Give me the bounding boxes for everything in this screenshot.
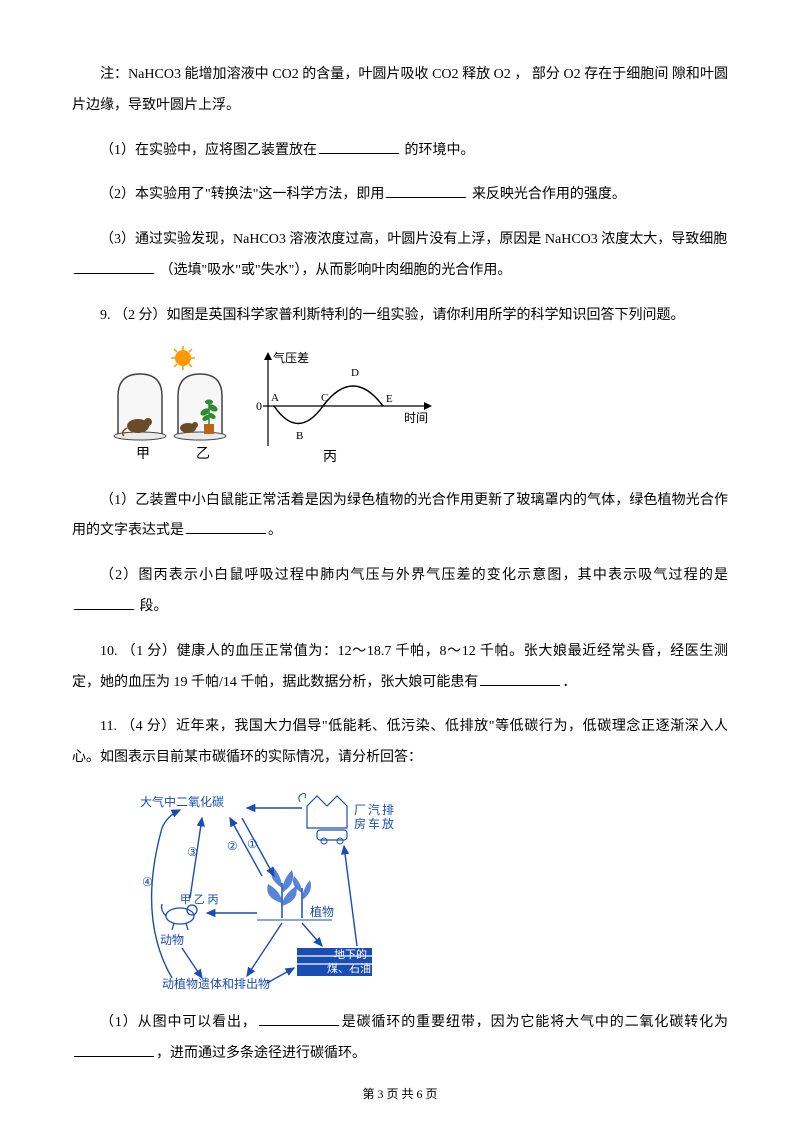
q9-1b: 。 <box>268 523 282 538</box>
label-coal2: 煤、石油 <box>327 961 371 975</box>
blank <box>259 1011 339 1026</box>
pt-D: D <box>351 367 359 379</box>
q9-1: （1）乙装置中小白鼠能正常活着是因为绿色植物的光合作用更新了玻璃罩内的气体，绿色… <box>72 486 728 548</box>
num-2: ② <box>227 839 238 853</box>
q8-3a: （3）通过实验发现，NaHCO3 溶液浓度过高，叶圆片没有上浮，原因是 NaHC… <box>100 232 727 247</box>
blank <box>74 595 134 610</box>
pt-A: A <box>271 392 279 404</box>
factory-icon <box>299 793 347 844</box>
q8-1: （1）在实验中，应将图乙装置放在 的环境中。 <box>72 136 728 167</box>
q9-2a: （2）图丙表示小白鼠呼吸过程中肺内气压与外界气压差的变化示意图，其中表示吸气过程… <box>100 568 728 583</box>
q11-1b: 是碳循环的重要纽带，因为它能将大气中的二氧化碳转化为 <box>341 1015 728 1030</box>
label-fossil: 动植物遗体和排出物 <box>162 976 270 991</box>
blank <box>74 259 154 274</box>
q11-1c: ，进而通过多条途径进行碳循环。 <box>156 1046 366 1061</box>
figure-q11: 大气中二氧化碳 厂 房 汽 车 排 放 <box>132 788 412 998</box>
pt-C: C <box>321 392 328 404</box>
animal-icon <box>162 904 198 930</box>
q8-3: （3）通过实验发现，NaHCO3 溶液浓度过高，叶圆片没有上浮，原因是 NaHC… <box>72 225 728 287</box>
chart-bing: A B C D E 0 气压差 时间 <box>256 350 432 446</box>
q11-svg: 大气中二氧化碳 厂 房 汽 车 排 放 <box>132 788 412 998</box>
label-co2: 大气中二氧化碳 <box>140 794 224 809</box>
label-yi: 乙 <box>196 446 210 462</box>
label-factory1: 厂 <box>354 803 366 817</box>
num-3: ③ <box>187 845 198 859</box>
q8-2-text: （2）本实验用了"转换法"这一科学方法，即用 <box>100 187 384 202</box>
q8-1-tail: 的环境中。 <box>401 143 475 158</box>
axis-y: 气压差 <box>273 350 309 365</box>
jar-jia <box>114 374 166 440</box>
pt-B: B <box>296 430 303 442</box>
blank <box>480 671 560 686</box>
blank <box>386 183 466 198</box>
note-paragraph: 注：NaHCO3 能增加溶液中 CO2 的含量，叶圆片吸收 CO2 释放 O2 … <box>72 60 728 122</box>
label-emit1: 排 <box>382 803 394 817</box>
label-car2: 车 <box>368 816 380 831</box>
label-factory2: 房 <box>354 816 366 831</box>
q9-stem: 9. （2 分）如图是英国科学家普利斯特利的一组实验，请你利用所学的科学知识回答… <box>72 301 728 332</box>
jar-yi <box>174 374 226 440</box>
q9-2: （2）图丙表示小白鼠呼吸过程中肺内气压与外界气压差的变化示意图，其中表示吸气过程… <box>72 561 728 623</box>
label-jyb: 甲 乙 丙 <box>180 893 219 906</box>
num-1: ① <box>247 837 258 851</box>
q10a: 10. （1 分）健康人的血压正常值为：12～18.7 千帕，8～12 千帕。张… <box>72 644 728 690</box>
q9-svg: 甲 乙 A B C D E 0 气压差 时间 丙 <box>108 346 448 476</box>
q8-2: （2）本实验用了"转换法"这一科学方法，即用 来反映光合作用的强度。 <box>72 180 728 211</box>
q10: 10. （1 分）健康人的血压正常值为：12～18.7 千帕，8～12 千帕。张… <box>72 637 728 699</box>
q11-1a: （1）从图中可以看出， <box>100 1015 257 1030</box>
page: 注：NaHCO3 能增加溶液中 CO2 的含量，叶圆片吸收 CO2 释放 O2 … <box>0 0 800 1132</box>
q10b: ． <box>562 675 576 690</box>
label-car1: 汽 <box>368 802 380 817</box>
q8-2-tail: 来反映光合作用的强度。 <box>468 187 626 202</box>
axis-zero: 0 <box>256 399 262 413</box>
page-footer: 第 3 页 共 6 页 <box>0 1085 800 1102</box>
q9-1a: （1）乙装置中小白鼠能正常活着是因为绿色植物的光合作用更新了玻璃罩内的气体，绿色… <box>72 493 728 539</box>
axis-x: 时间 <box>404 411 428 425</box>
blank <box>319 139 399 154</box>
label-bing: 丙 <box>323 450 337 465</box>
q8-1-text: （1）在实验中，应将图乙装置放在 <box>100 143 317 158</box>
num-4: ④ <box>142 875 153 889</box>
pt-E: E <box>386 393 393 405</box>
q11-1: （1）从图中可以看出， 是碳循环的重要纽带，因为它能将大气中的二氧化碳转化为 ，进而… <box>72 1008 728 1070</box>
label-animal: 动物 <box>160 933 184 947</box>
label-emit2: 放 <box>382 816 394 831</box>
label-coal1: 地下的 <box>334 947 367 961</box>
label-plant: 植物 <box>310 904 334 919</box>
blank <box>186 519 266 534</box>
blank <box>74 1042 154 1057</box>
q9-2b: 段。 <box>136 599 168 614</box>
sun-icon <box>175 350 191 366</box>
q8-3b: （选填"吸水"或"失水"），从而影响叶肉细胞的光合作用。 <box>160 263 512 278</box>
q11-stem: 11. （4 分）近年来，我国大力倡导"低能耗、低污染、低排放"等低碳行为，低碳… <box>72 712 728 774</box>
label-jia: 甲 <box>136 447 150 462</box>
figure-q9: 甲 乙 A B C D E 0 气压差 时间 丙 <box>108 346 448 476</box>
